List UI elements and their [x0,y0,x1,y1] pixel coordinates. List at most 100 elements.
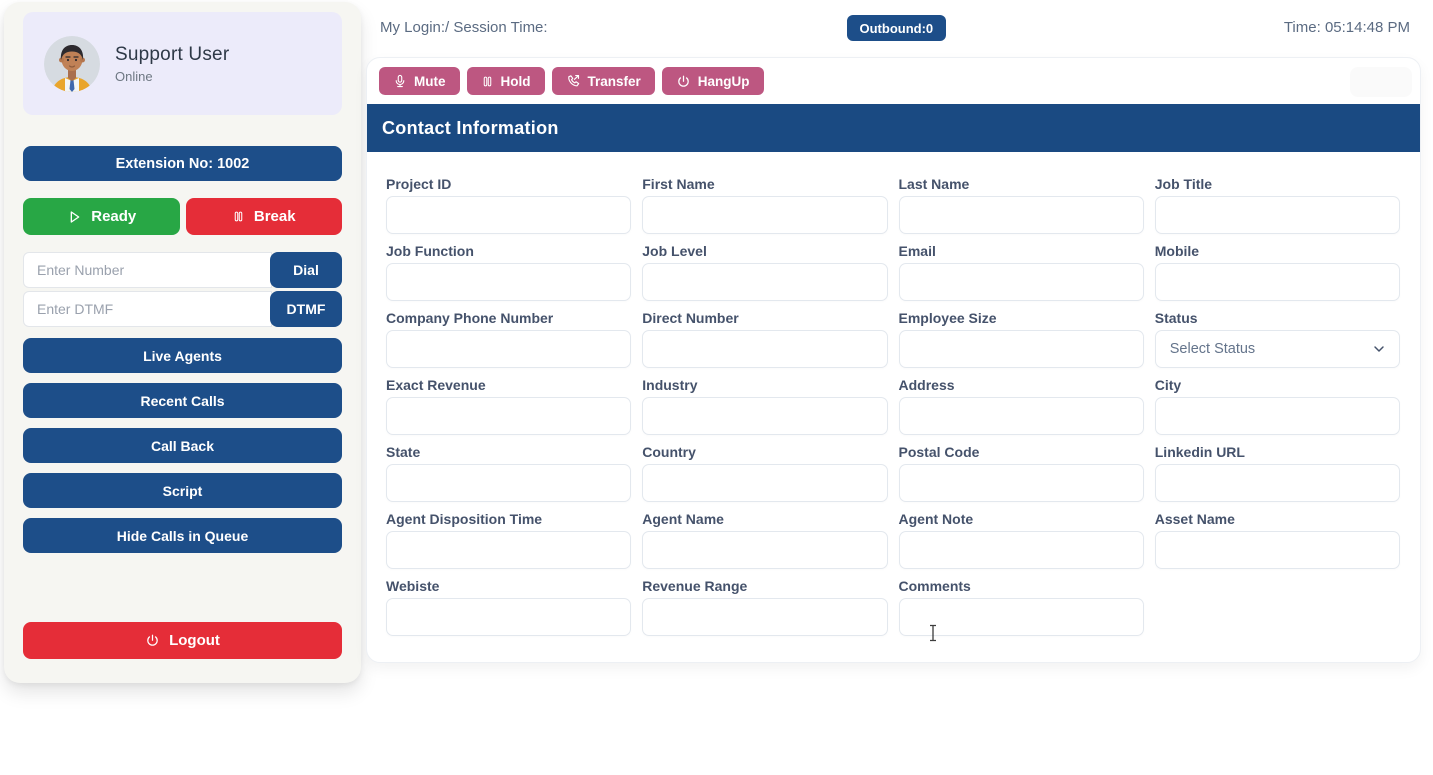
agent-sidebar: Support User Online Extension No: 1002 R… [4,2,361,683]
field-postal-code: Postal Code [898,444,1144,502]
pause-icon [481,75,494,88]
break-button-label: Break [253,208,296,225]
dtmf-button[interactable]: DTMF [270,291,342,327]
field-label: Asset Name [1154,511,1235,527]
job-level-input[interactable] [642,263,888,301]
agent-avatar [44,35,100,92]
field-linkedin-url: Linkedin URL [1154,444,1400,502]
dial-number-input[interactable] [23,252,272,288]
field-label: Agent Name [642,511,724,527]
play-icon [66,209,82,225]
button-label: Hold [500,73,531,89]
field-label: Linkedin URL [1154,444,1245,460]
city-input[interactable] [1154,397,1400,435]
last-name-input[interactable] [898,196,1144,234]
dial-row: Dial [23,252,342,288]
address-input[interactable] [898,397,1144,435]
field-label: Company Phone Number [386,310,554,326]
linkedin-url-input[interactable] [1154,464,1400,502]
field-comments: Comments [898,578,1144,636]
revenue-range-input[interactable] [642,598,888,636]
sidebar-item-recent-calls[interactable]: Recent Calls [23,383,342,418]
ready-button-label: Ready [91,208,137,225]
agent-name: Support User [115,43,230,65]
job-function-input[interactable] [386,263,632,301]
field-label: State [386,444,421,460]
field-label: Mobile [1154,243,1200,259]
field-label: Agent Note [898,511,974,527]
industry-input[interactable] [642,397,888,435]
first-name-input[interactable] [642,196,888,234]
field-label: Exact Revenue [386,377,486,393]
field-label: Employee Size [898,310,997,326]
contact-panel-card: Mute Hold Transfer HangUp Contact Informati… [366,57,1421,663]
sidebar-item-script[interactable]: Script [23,473,342,508]
agent-name-input[interactable] [642,531,888,569]
field-industry: Industry [642,377,888,435]
sidebar-item-call-back[interactable]: Call Back [23,428,342,463]
field-label: Job Level [642,243,707,259]
field-job-title: Job Title [1154,176,1400,234]
contact-panel-header: Contact Information [367,104,1420,152]
agent-profile-text: Support User Online [115,44,229,84]
field-first-name: First Name [642,176,888,234]
sidebar-menu: Live Agents Recent Calls Call Back Script Hi… [23,338,342,553]
extension-number-button[interactable]: Extension No: 1002 [23,146,342,181]
clock-label: Time: 05:14:48 PM [1283,19,1410,36]
power-icon [145,633,160,648]
field-employee-size: Employee Size [898,310,1144,368]
agent-note-input[interactable] [898,531,1144,569]
field-project-id: Project ID [386,176,632,234]
comments-input[interactable] [898,598,1144,636]
male-agent-avatar-illustration [44,35,100,92]
call-controls: Mute Hold Transfer HangUp [379,67,764,104]
mobile-input[interactable] [1154,263,1400,301]
sidebar-item-live-agents[interactable]: Live Agents [23,338,342,373]
field-label: City [1154,377,1182,393]
logout-button[interactable]: Logout [23,622,342,659]
contact-form-grid: Project ID First Name Last Name Job Title Jo… [367,152,1420,636]
field-job-level: Job Level [642,243,888,301]
field-revenue-range: Revenue Range [642,578,888,636]
mute-button[interactable]: Mute [379,67,460,95]
transfer-button[interactable]: Transfer [551,67,655,95]
field-label: Last Name [898,176,970,192]
field-last-name: Last Name [898,176,1144,234]
asset-name-input[interactable] [1154,531,1400,569]
field-webiste: Webiste [386,578,632,636]
break-button[interactable]: Break [185,198,342,235]
field-label: Revenue Range [642,578,748,594]
hangup-button[interactable]: HangUp [661,67,764,95]
project-id-input[interactable] [386,196,632,234]
field-exact-revenue: Exact Revenue [386,377,632,435]
sidebar-item-hide-calls-in-queue[interactable]: Hide Calls in Queue [23,518,342,553]
chevron-down-icon [1371,341,1387,357]
employee-size-input[interactable] [898,330,1144,368]
field-address: Address [898,377,1144,435]
field-label: Address [898,377,955,393]
top-status-bar: My Login:/ Session Time: Outbound:0 Time… [366,0,1421,57]
ready-button[interactable]: Ready [23,198,180,235]
field-label: First Name [642,176,715,192]
email-input[interactable] [898,263,1144,301]
field-asset-name: Asset Name [1154,511,1400,569]
field-country: Country [642,444,888,502]
hold-button[interactable]: Hold [466,67,545,95]
field-email: Email [898,243,1144,301]
dial-button[interactable]: Dial [270,252,342,288]
agent-disposition-time-input[interactable] [386,531,632,569]
field-agent-disposition-time: Agent Disposition Time [386,511,632,569]
state-input[interactable] [386,464,632,502]
company-phone-number-input[interactable] [386,330,632,368]
direct-number-input[interactable] [642,330,888,368]
field-label: Job Function [386,243,474,259]
webiste-input[interactable] [386,598,632,636]
dtmf-input[interactable] [23,291,272,327]
field-label: Industry [642,377,698,393]
exact-revenue-input[interactable] [386,397,632,435]
job-title-input[interactable] [1154,196,1400,234]
postal-code-input[interactable] [898,464,1144,502]
button-label: Mute [414,73,446,89]
status-select[interactable]: Select Status [1154,330,1400,368]
country-input[interactable] [642,464,888,502]
